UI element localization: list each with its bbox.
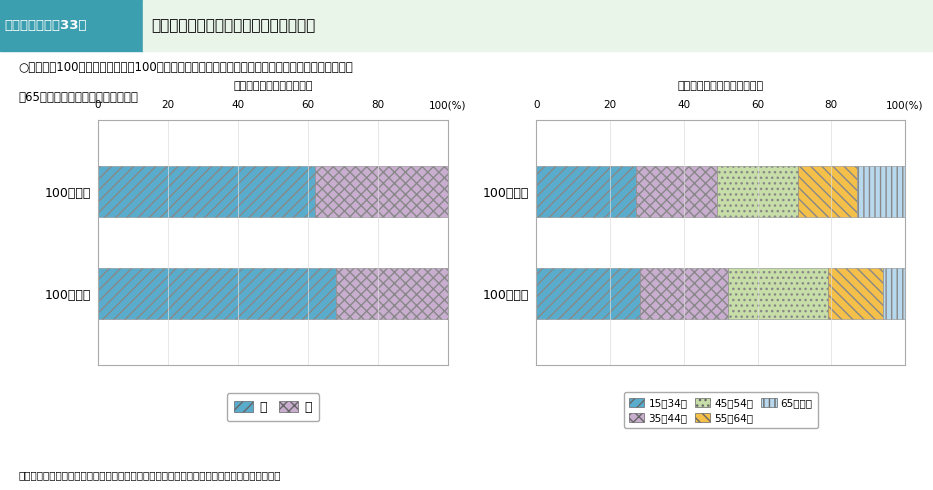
Text: 第２－（２）－33図: 第２－（２）－33図 — [4, 19, 87, 32]
Bar — [315, 166, 448, 217]
Bar — [98, 166, 315, 217]
Bar — [717, 166, 798, 217]
Bar — [98, 268, 336, 319]
Title: 従業員規模別にみた年齢構成: 従業員規模別にみた年齢構成 — [677, 81, 764, 92]
Text: ○　従業員100人未満の企業は、100人以上の企業に比べ、「正規の職員・従業員」に占める女性と: ○ 従業員100人未満の企業は、100人以上の企業に比べ、「正規の職員・従業員」… — [19, 61, 354, 74]
Legend: 15～34歳, 35～44歳, 45～54歳, 55～64歳, 65歳以上: 15～34歳, 35～44歳, 45～54歳, 55～64歳, 65歳以上 — [623, 392, 818, 428]
Bar — [883, 268, 905, 319]
Legend: 男, 女: 男, 女 — [227, 393, 319, 421]
Bar — [828, 268, 883, 319]
Text: 65歳以上の高齢者の割合が多い。: 65歳以上の高齢者の割合が多い。 — [19, 91, 138, 104]
Bar — [143, 0, 933, 51]
Bar — [536, 166, 636, 217]
Bar — [336, 268, 448, 319]
Bar — [798, 166, 857, 217]
Title: 従業員規模別にみた男女比: 従業員規模別にみた男女比 — [233, 81, 313, 92]
Bar — [536, 268, 640, 319]
Bar — [857, 166, 905, 217]
Bar — [0, 0, 143, 51]
Text: 従業員規模別にみた男女比及び年齢構成: 従業員規模別にみた男女比及び年齢構成 — [151, 18, 315, 33]
Bar — [636, 166, 717, 217]
Bar — [728, 268, 828, 319]
Bar — [640, 268, 728, 319]
Text: 資料出所　総務省「就業構造基本調査」をもとに厚生労働省政策統括官付政策統括室にて作成: 資料出所 総務省「就業構造基本調査」をもとに厚生労働省政策統括官付政策統括室にて… — [19, 470, 281, 480]
